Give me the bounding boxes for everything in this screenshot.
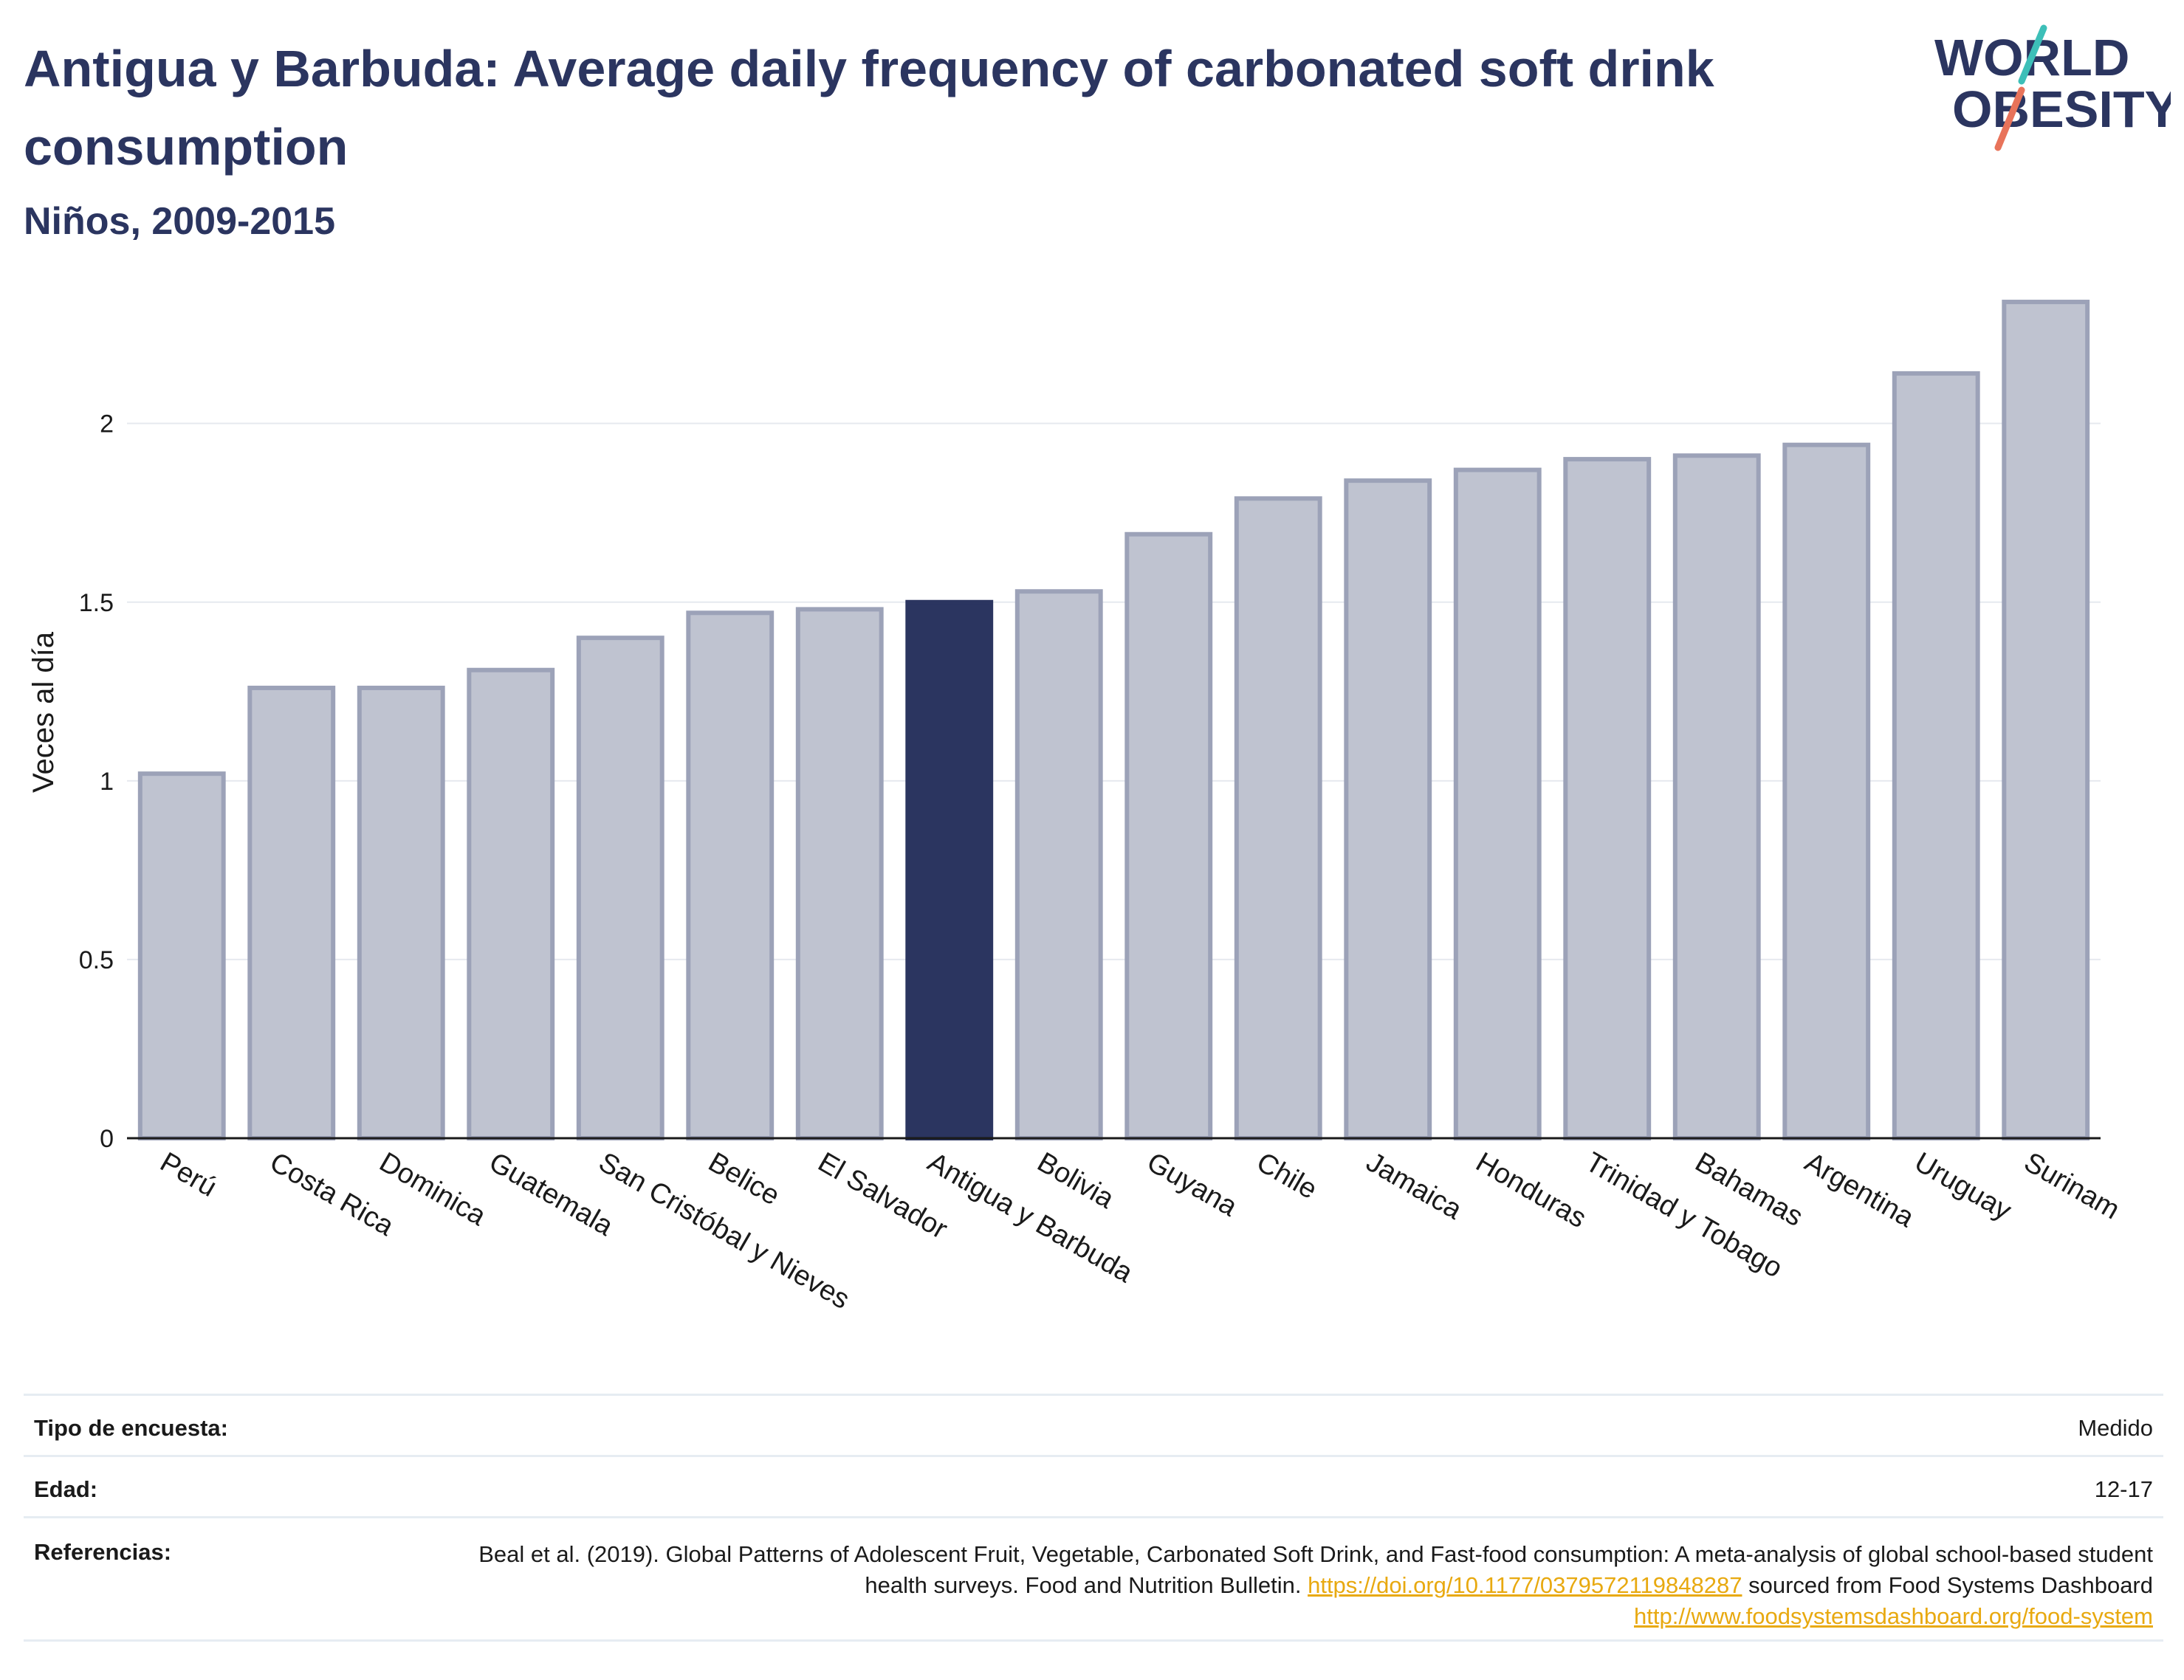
x-tick-label: Trinidad y Tobago bbox=[1580, 1146, 1788, 1284]
x-tick-label: Costa Rica bbox=[264, 1146, 399, 1242]
bar bbox=[1563, 457, 1652, 1141]
reference-source-text: sourced from Food Systems Dashboard bbox=[1748, 1572, 2153, 1598]
survey-type-value: Medido bbox=[2078, 1415, 2153, 1441]
y-tick-label: 0.5 bbox=[79, 946, 114, 974]
bar bbox=[1892, 371, 1980, 1141]
survey-type-row: Tipo de encuesta: Medido bbox=[24, 1394, 2163, 1455]
y-tick-labels: 0 0.5 1 1.5 2 bbox=[79, 410, 114, 1153]
logo-slash-teal bbox=[2018, 24, 2047, 85]
y-axis-label: Veces al día bbox=[27, 631, 60, 793]
bar bbox=[1344, 478, 1432, 1140]
references-value: Beal et al. (2019). Global Patterns of A… bbox=[455, 1539, 2153, 1632]
y-tick-label: 2 bbox=[100, 410, 114, 438]
x-tick-label: Honduras bbox=[1471, 1146, 1592, 1234]
bar bbox=[795, 607, 884, 1140]
bar bbox=[1782, 442, 1871, 1140]
y-tick-label: 1 bbox=[100, 768, 114, 796]
bar-chart: 00.511.52 Perú Costa RicaDominicaGuatemal… bbox=[27, 300, 2125, 1315]
x-tick-label: Jamaica bbox=[1361, 1146, 1467, 1226]
age-label: Edad: bbox=[34, 1476, 98, 1502]
doi-link[interactable]: https://doi.org/10.1177/0379572119848287 bbox=[1308, 1572, 1742, 1598]
chart-title: Antigua y Barbuda: Average daily frequen… bbox=[24, 40, 1714, 176]
bar bbox=[137, 771, 226, 1141]
bar bbox=[1124, 531, 1213, 1140]
bar bbox=[247, 685, 336, 1140]
x-tick-label: Belice bbox=[703, 1146, 785, 1211]
bar bbox=[686, 610, 775, 1140]
bar bbox=[1234, 496, 1322, 1140]
bar bbox=[2002, 300, 2090, 1140]
age-value: 12-17 bbox=[2094, 1476, 2153, 1502]
bar bbox=[1014, 589, 1103, 1141]
bars bbox=[137, 300, 2090, 1141]
y-tick-label: 1.5 bbox=[79, 589, 114, 617]
bar bbox=[357, 685, 445, 1140]
food-systems-link[interactable]: http://www.foodsystemsdashboard.org/food… bbox=[1634, 1603, 2153, 1629]
x-tick-label: Antigua y Barbuda bbox=[922, 1146, 1139, 1289]
x-tick-label: Guatemala bbox=[484, 1146, 619, 1242]
bar-highlighted bbox=[905, 599, 994, 1140]
logo-line2: OBESITY bbox=[1952, 80, 2171, 138]
survey-type-label: Tipo de encuesta: bbox=[34, 1415, 228, 1441]
metadata-table: Tipo de encuesta: Medido Edad: 12-17 Ref… bbox=[24, 1394, 2163, 1642]
reference-text: Beal et al. (2019). Global Patterns of A… bbox=[478, 1541, 2153, 1598]
bar bbox=[576, 636, 665, 1140]
references-row: Referencias: Beal et al. (2019). Global … bbox=[24, 1516, 2163, 1642]
x-tick-label: Argentina bbox=[1799, 1146, 1920, 1233]
x-tick-label: Uruguay bbox=[1909, 1146, 2016, 1226]
logo-slash-red bbox=[1994, 86, 2025, 151]
x-tick-label: Chile bbox=[1251, 1146, 1322, 1205]
x-tick-label: Guyana bbox=[1141, 1146, 1243, 1222]
x-tick-label: Bolivia bbox=[1032, 1146, 1120, 1215]
bar bbox=[1453, 467, 1542, 1140]
grid-lines bbox=[127, 422, 2101, 960]
references-label: Referencias: bbox=[34, 1539, 172, 1565]
x-tick-label: Perú bbox=[155, 1146, 222, 1203]
chart-subtitle: Niños, 2009-2015 bbox=[24, 200, 336, 243]
bar bbox=[1672, 453, 1761, 1141]
world-obesity-logo: WORLD OBESITY bbox=[1934, 24, 2171, 151]
x-tick-label: Surinam bbox=[2019, 1146, 2125, 1225]
age-row: Edad: 12-17 bbox=[24, 1455, 2163, 1516]
y-tick-label: 0 bbox=[100, 1125, 114, 1153]
bar bbox=[467, 667, 555, 1140]
